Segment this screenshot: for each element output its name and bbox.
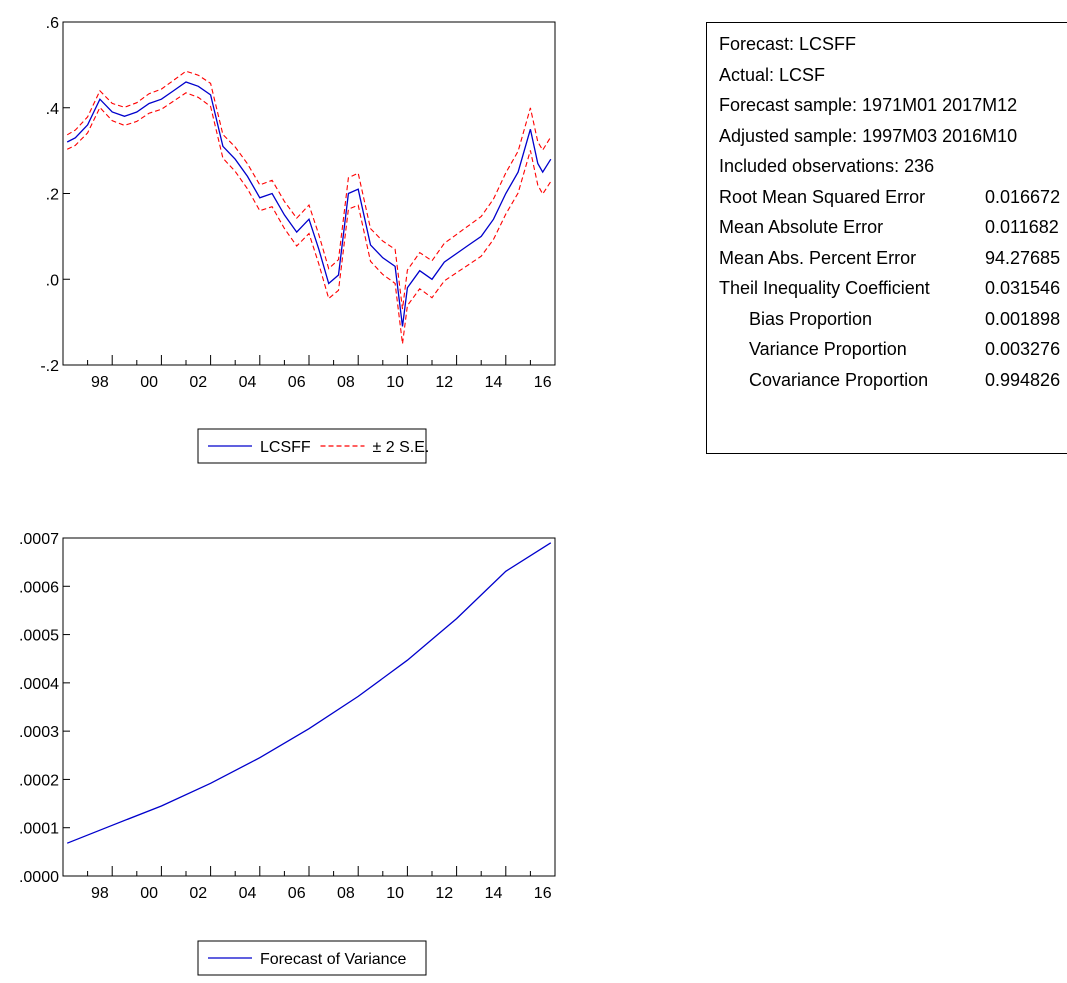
series-line (66, 542, 552, 844)
stat-value: 0.994826 (985, 369, 1061, 390)
y-tick-label: .0002 (19, 772, 59, 789)
stat-row: Theil Inequality Coefficient 0.031546 (719, 273, 1067, 304)
stat-label: Bias Proportion (749, 308, 873, 329)
x-tick-label: 10 (386, 374, 404, 391)
y-tick-label: .0006 (19, 579, 59, 596)
x-tick-label: 14 (485, 374, 503, 391)
y-tick-label: .0003 (19, 724, 59, 741)
stat-label: Adjusted sample: 1997M03 2016M10 (719, 125, 1018, 146)
y-tick-label: .4 (46, 101, 59, 118)
stat-row: Adjusted sample: 1997M03 2016M10 (719, 121, 1067, 152)
x-tick-label: 14 (485, 885, 503, 902)
x-tick-label: 06 (288, 885, 306, 902)
legend-label: LCSFF (260, 439, 311, 456)
lower-band-line (66, 92, 552, 344)
stat-value: 0.031546 (985, 278, 1061, 298)
stat-row: Forecast sample: 1971M01 2017M12 (719, 90, 1067, 121)
x-tick-label: 02 (189, 885, 207, 902)
series-line (66, 81, 552, 327)
stat-label: Root Mean Squared Error (719, 186, 926, 207)
stat-label: Included observations: 236 (719, 156, 935, 176)
x-tick-label: 16 (534, 885, 552, 902)
y-tick-label: .0001 (19, 821, 59, 838)
x-tick-label: 02 (189, 374, 207, 391)
x-tick-label: 06 (288, 374, 306, 391)
y-tick-label: -.2 (40, 358, 59, 375)
stat-value: 0.016672 (985, 186, 1061, 207)
forecast-chart: .6 .4 .2 .0 -.2 98 00 02 04 06 08 10 12 14 16 LCSFF ± 2 … (40, 15, 556, 464)
y-tick-label: .0005 (19, 628, 59, 645)
stat-row: Variance Proportion 0.003276 (719, 334, 1067, 365)
stat-label: Theil Inequality Coefficient (719, 278, 930, 298)
stat-row: Mean Abs. Percent Error 94.27685 (719, 243, 1067, 274)
x-tick-label: 08 (337, 374, 355, 391)
stat-label: Mean Absolute Error (719, 217, 884, 237)
stat-row: Covariance Proportion 0.994826 (719, 365, 1067, 396)
stat-label: Variance Proportion (749, 339, 907, 359)
stat-value: 94.27685 (985, 247, 1061, 268)
forecast-statistics-table: Forecast: LCSFF Actual: LCSF Forecast sa… (706, 22, 1067, 454)
stat-row: Bias Proportion 0.001898 (719, 304, 1067, 335)
x-tick-label: 04 (239, 374, 257, 391)
x-tick-label: 98 (91, 374, 109, 391)
plot-frame (62, 537, 556, 877)
stat-label: Forecast sample: 1971M01 2017M12 (719, 95, 1018, 115)
plot-frame (62, 21, 556, 366)
x-tick-label: 16 (534, 374, 552, 391)
y-tick-label: .0000 (19, 869, 59, 886)
stat-value: 0.001898 (985, 308, 1061, 329)
stat-value: 0.003276 (985, 339, 1061, 359)
x-tick-label: 08 (337, 885, 355, 902)
stat-label: Mean Abs. Percent Error (719, 247, 917, 268)
stat-row: Root Mean Squared Error 0.016672 (719, 182, 1067, 213)
x-tick-label: 04 (239, 885, 257, 902)
x-tick-label: 12 (435, 374, 453, 391)
x-tick-label: 98 (91, 885, 109, 902)
y-tick-label: .6 (46, 15, 59, 32)
x-tick-label: 00 (140, 885, 158, 902)
x-tick-label: 10 (386, 885, 404, 902)
stat-row: Actual: LCSF (719, 60, 1067, 91)
legend-label: ± 2 S.E. (373, 439, 430, 456)
variance-chart: .0007 .0006 .0005 .0004 .0003 .0002 .0001 .0000… (19, 531, 556, 976)
x-tick-label: 00 (140, 374, 158, 391)
stat-value: 0.011682 (985, 217, 1059, 237)
y-tick-label: .0007 (19, 531, 59, 548)
legend-label: Forecast of Variance (260, 951, 407, 968)
y-tick-label: .2 (46, 187, 59, 204)
stat-row: Included observations: 236 (719, 151, 1067, 182)
upper-band-line (66, 70, 552, 310)
stat-label: Actual: LCSF (719, 64, 826, 85)
stat-row: Mean Absolute Error 0.011682 (719, 212, 1067, 243)
y-tick-label: .0 (46, 272, 59, 289)
y-tick-label: .0004 (19, 676, 59, 693)
stat-label: Forecast: LCSFF (719, 34, 857, 54)
x-tick-label: 12 (435, 885, 453, 902)
stat-row: Forecast: LCSFF (719, 29, 1067, 60)
stat-label: Covariance Proportion (749, 369, 929, 390)
